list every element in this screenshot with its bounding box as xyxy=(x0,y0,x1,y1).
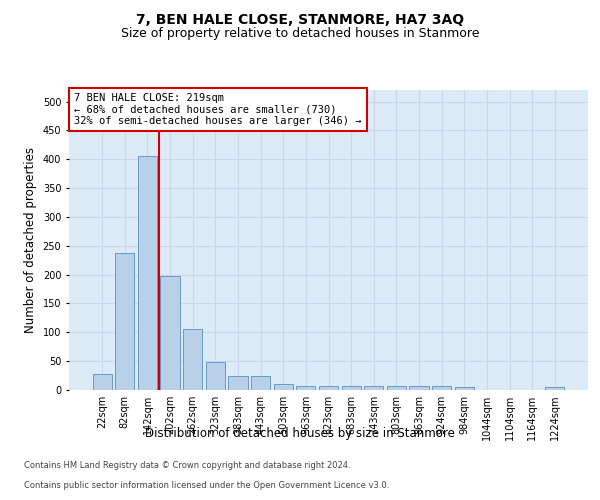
Bar xyxy=(115,254,134,390)
Bar xyxy=(341,386,361,390)
Y-axis label: Number of detached properties: Number of detached properties xyxy=(24,147,37,333)
Text: Contains public sector information licensed under the Open Government Licence v3: Contains public sector information licen… xyxy=(24,481,389,490)
Bar xyxy=(387,386,406,390)
Bar xyxy=(183,330,202,390)
Text: Contains HM Land Registry data © Crown copyright and database right 2024.: Contains HM Land Registry data © Crown c… xyxy=(24,461,350,470)
Bar xyxy=(229,376,248,390)
Bar xyxy=(432,386,451,390)
Bar xyxy=(296,386,316,390)
Text: 7 BEN HALE CLOSE: 219sqm
← 68% of detached houses are smaller (730)
32% of semi-: 7 BEN HALE CLOSE: 219sqm ← 68% of detach… xyxy=(74,93,362,126)
Bar xyxy=(364,386,383,390)
Bar xyxy=(319,386,338,390)
Text: Distribution of detached houses by size in Stanmore: Distribution of detached houses by size … xyxy=(145,428,455,440)
Bar xyxy=(545,387,565,390)
Bar xyxy=(160,276,180,390)
Text: 7, BEN HALE CLOSE, STANMORE, HA7 3AQ: 7, BEN HALE CLOSE, STANMORE, HA7 3AQ xyxy=(136,12,464,26)
Bar xyxy=(206,362,225,390)
Bar xyxy=(92,374,112,390)
Text: Size of property relative to detached houses in Stanmore: Size of property relative to detached ho… xyxy=(121,28,479,40)
Bar xyxy=(274,384,293,390)
Bar xyxy=(455,387,474,390)
Bar xyxy=(409,386,428,390)
Bar xyxy=(138,156,157,390)
Bar xyxy=(251,376,270,390)
